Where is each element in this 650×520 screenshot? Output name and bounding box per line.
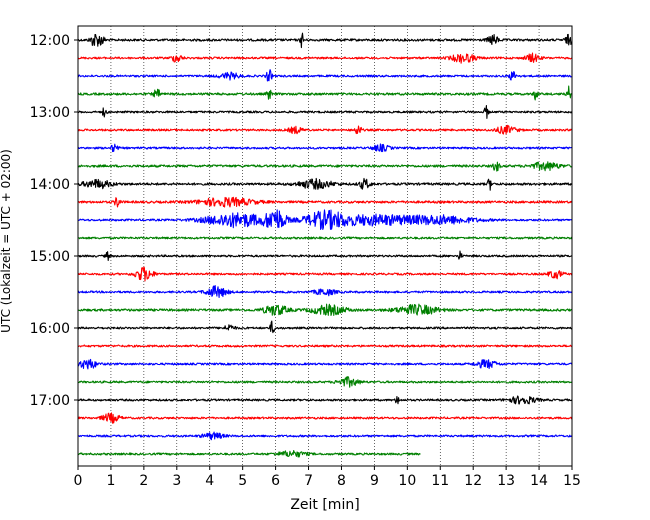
seismogram-trace [77, 209, 573, 231]
seismogram-trace [77, 52, 573, 64]
x-tick-label: 15 [563, 473, 581, 489]
x-tick-label: 14 [530, 473, 548, 489]
x-axis-label: Zeit [min] [290, 497, 359, 513]
seismogram-trace [77, 69, 573, 82]
seismogram-trace [77, 395, 573, 405]
seismogram-trace [77, 266, 573, 282]
seismogram-trace [77, 196, 573, 208]
x-tick-label: 3 [172, 473, 181, 489]
seismogram-trace [77, 320, 573, 334]
x-tick-label: 13 [497, 473, 515, 489]
seismogram-trace [77, 285, 573, 299]
y-tick-label: 13:00 [30, 105, 70, 121]
seismogram-trace [77, 376, 573, 388]
y-tick-label: 12:00 [30, 33, 70, 49]
seismogram-trace [77, 124, 573, 135]
x-tick-label: 12 [464, 473, 482, 489]
seismogram-trace [77, 32, 573, 49]
seismogram-trace [77, 85, 573, 101]
x-tick-label: 8 [337, 473, 346, 489]
seismogram-traces [77, 32, 573, 458]
y-tick-label: 17:00 [30, 393, 70, 409]
seismogram-trace [77, 250, 573, 262]
seismogram-trace [77, 412, 573, 424]
x-tick-label: 6 [271, 473, 280, 489]
seismogram-trace [77, 358, 573, 370]
x-tick-label: 7 [304, 473, 313, 489]
x-tick-label: 11 [431, 473, 449, 489]
seismogram-trace [77, 105, 573, 119]
x-tick-label: 5 [238, 473, 247, 489]
y-tick-label: 16:00 [30, 321, 70, 337]
y-axis-label: UTC (Lokalzeit = UTC + 02:00) [0, 149, 13, 333]
x-tick-label: 1 [106, 473, 115, 489]
seismogram-trace [77, 177, 573, 191]
x-tick-label: 10 [398, 473, 416, 489]
y-axis-ticks: 12:00 13:00 14:00 15:00 16:00 17:00 [30, 33, 78, 409]
plot-frame [77, 25, 573, 467]
seismogram-trace [77, 236, 573, 240]
vertical-grid [110, 26, 540, 466]
x-axis-ticks: 0 1 2 3 4 5 6 7 8 9 10 11 12 13 14 15 [74, 466, 581, 489]
seismogram-trace [77, 449, 421, 458]
x-tick-label: 0 [74, 473, 83, 489]
y-tick-label: 15:00 [30, 249, 70, 265]
seismogram-trace [77, 143, 573, 153]
seismogram-trace [77, 431, 573, 441]
seismogram-trace [77, 303, 573, 317]
x-tick-label: 9 [370, 473, 379, 489]
x-tick-label: 2 [139, 473, 148, 489]
seismogram-trace [77, 344, 573, 348]
y-tick-label: 14:00 [30, 177, 70, 193]
x-tick-label: 4 [205, 473, 214, 489]
seismogram-trace [77, 161, 573, 172]
